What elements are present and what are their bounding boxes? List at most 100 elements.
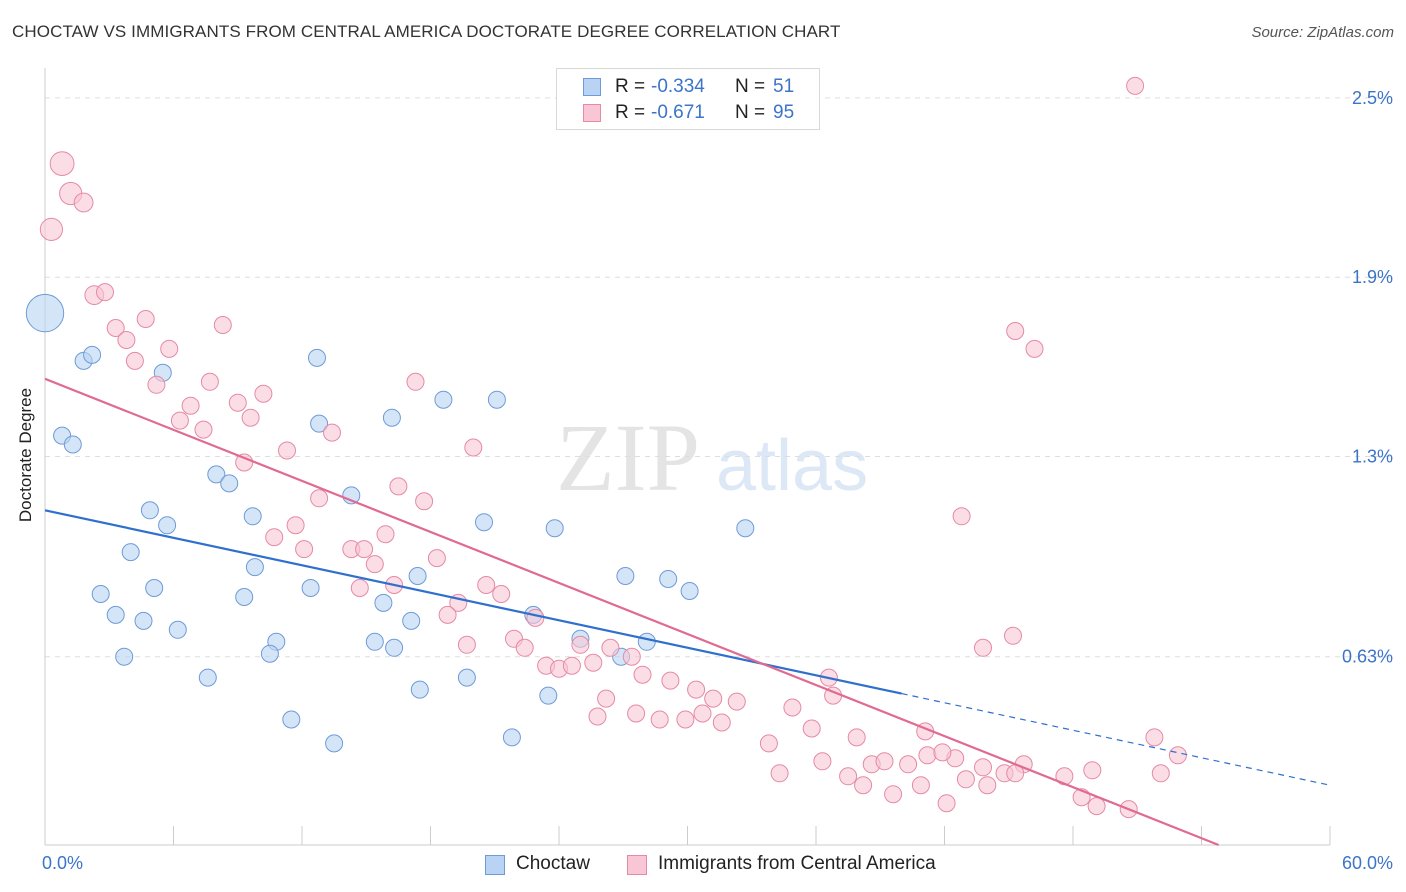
immigrants-point: [194, 420, 213, 439]
immigrants-point: [854, 776, 873, 795]
immigrants-point: [1087, 797, 1106, 816]
immigrants-point: [633, 665, 652, 684]
choctaw-point: [198, 668, 217, 687]
choctaw-point: [220, 474, 239, 493]
immigrants-point: [899, 755, 918, 774]
immigrants-point: [170, 411, 189, 430]
choctaw-point: [637, 632, 656, 651]
immigrants-point: [770, 764, 789, 783]
immigrants-point: [704, 689, 723, 708]
immigrants-point: [415, 492, 434, 511]
immigrants-point: [39, 217, 64, 241]
immigrants-point: [125, 351, 144, 370]
choctaw-swatch: [583, 78, 601, 96]
immigrants-point: [693, 704, 712, 723]
immigrants-point: [526, 608, 545, 627]
immigrants-point: [1151, 764, 1170, 783]
r-label: R =: [615, 102, 646, 123]
immigrants-point: [759, 734, 778, 753]
immigrants-point: [265, 528, 284, 547]
immigrants-point: [974, 758, 992, 777]
immigrants-point: [584, 653, 603, 672]
choctaw-point: [63, 435, 82, 454]
immigrants-point: [911, 776, 930, 795]
immigrants-point: [1004, 626, 1022, 645]
choctaw-point: [457, 668, 476, 687]
choctaw-point: [434, 390, 453, 409]
immigrants-point: [933, 743, 952, 762]
choctaw-point: [402, 611, 421, 630]
choctaw-point: [91, 585, 110, 603]
immigrants-point: [295, 540, 314, 559]
choctaw-point: [487, 390, 506, 409]
choctaw-point: [25, 293, 65, 333]
immigrants-point: [661, 671, 680, 690]
choctaw-point: [235, 588, 254, 606]
stats-row-choctaw: R = -0.334 N = 51: [557, 74, 819, 102]
immigrants-point: [839, 767, 858, 786]
immigrants-point: [1025, 339, 1044, 358]
immigrants-point: [978, 776, 997, 795]
data-points: [25, 76, 1187, 819]
y-tick-label: 0.63%: [1342, 647, 1393, 667]
choctaw-point: [168, 620, 187, 639]
legend: Choctaw Immigrants from Central America: [0, 853, 1406, 877]
immigrants-point: [676, 710, 695, 729]
x-tick-label-max: 60.0%: [1342, 853, 1393, 873]
immigrants-point: [1145, 728, 1164, 747]
immigrants-point: [956, 770, 975, 789]
n-value: 95: [773, 102, 795, 123]
watermark-zip: ZIP: [556, 404, 700, 511]
chart-title: CHOCTAW VS IMMIGRANTS FROM CENTRAL AMERI…: [12, 22, 841, 41]
r-label: R =: [615, 76, 646, 97]
trend-lines: [44, 377, 1331, 847]
watermark-atlas: atlas: [716, 426, 868, 506]
immigrants-point: [974, 638, 992, 657]
immigrants-point: [571, 635, 590, 654]
immigrants-point: [783, 698, 802, 717]
immigrants-point: [254, 384, 273, 403]
choctaw-point: [243, 507, 262, 526]
choctaw-point: [408, 567, 427, 585]
choctaw-point: [680, 582, 699, 600]
choctaw-point: [134, 611, 153, 630]
immigrants-point: [562, 656, 581, 675]
x-tick-label-min: 0.0%: [42, 853, 83, 873]
source-label: Source: ZipAtlas.com: [1251, 24, 1394, 41]
immigrants-point: [213, 316, 232, 334]
immigrants-point: [350, 579, 369, 597]
immigrants-point: [427, 549, 446, 568]
immigrants-point: [278, 441, 296, 460]
immigrants-point: [323, 423, 341, 442]
immigrants-point: [1083, 761, 1102, 780]
immigrants-point: [438, 605, 457, 624]
n-value: 51: [773, 76, 795, 97]
immigrants-point: [406, 372, 425, 391]
choctaw-point: [121, 543, 140, 562]
immigrants-point: [875, 752, 894, 771]
immigrants-point: [136, 310, 155, 328]
immigrants-point: [601, 638, 620, 657]
immigrants-point: [884, 785, 903, 804]
immigrants-point: [147, 375, 166, 394]
choctaw-point: [158, 516, 177, 535]
choctaw-point: [282, 710, 301, 729]
immigrants-point: [622, 647, 641, 666]
immigrants-point: [627, 704, 646, 723]
immigrants-point: [952, 507, 971, 526]
choctaw-point: [106, 605, 125, 624]
immigrants-point: [1168, 746, 1187, 765]
choctaw-point: [260, 644, 279, 663]
legend-label-immigrants: Immigrants from Central America: [658, 853, 936, 874]
immigrants-point: [286, 516, 305, 535]
choctaw-point: [502, 728, 521, 747]
choctaw-trend-line-extension: [901, 692, 1331, 786]
immigrants-point: [457, 635, 476, 654]
immigrants-point: [588, 707, 607, 726]
choctaw-point: [308, 348, 326, 367]
immigrants-point: [96, 283, 114, 302]
n-label: N =: [735, 102, 766, 123]
immigrants-point: [492, 585, 511, 603]
immigrants-point: [73, 192, 94, 213]
